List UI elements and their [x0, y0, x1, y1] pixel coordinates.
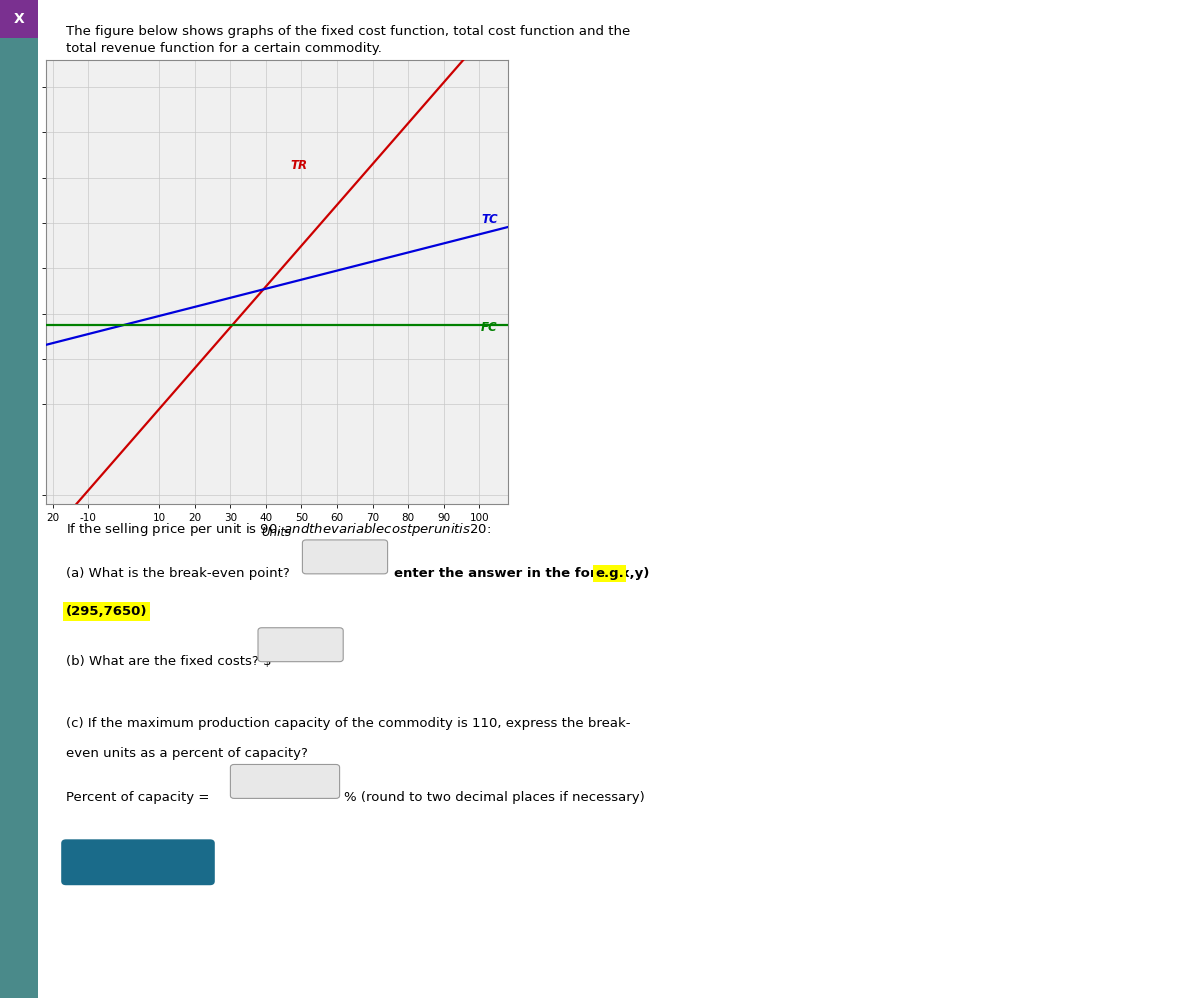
Text: e.g.: e.g.	[595, 567, 624, 580]
Text: The figure below shows graphs of the fixed cost function, total cost function an: The figure below shows graphs of the fix…	[66, 25, 630, 38]
Text: (295,7650): (295,7650)	[66, 605, 148, 618]
Text: enter the answer in the form (x,y): enter the answer in the form (x,y)	[394, 567, 654, 580]
X-axis label: Units: Units	[262, 526, 292, 539]
Text: total revenue function for a certain commodity.: total revenue function for a certain com…	[66, 42, 382, 55]
Text: (a) What is the break-even point?: (a) What is the break-even point?	[66, 567, 289, 580]
Text: (b) What are the fixed costs? $: (b) What are the fixed costs? $	[66, 655, 271, 668]
Text: TC: TC	[481, 213, 498, 226]
Text: % (round to two decimal places if necessary): % (round to two decimal places if necess…	[344, 791, 646, 804]
Text: TR: TR	[290, 159, 308, 172]
Text: ›  Next Question: › Next Question	[77, 855, 199, 869]
Text: even units as a percent of capacity?: even units as a percent of capacity?	[66, 747, 308, 759]
Text: Percent of capacity =: Percent of capacity =	[66, 791, 209, 804]
Text: X: X	[14, 12, 24, 26]
Text: (c) If the maximum production capacity of the commodity is 110, express the brea: (c) If the maximum production capacity o…	[66, 717, 630, 730]
Text: If the selling price per unit is $90, and the variable cost per unit is $20:: If the selling price per unit is $90, an…	[66, 521, 491, 538]
Text: FC: FC	[481, 321, 498, 334]
